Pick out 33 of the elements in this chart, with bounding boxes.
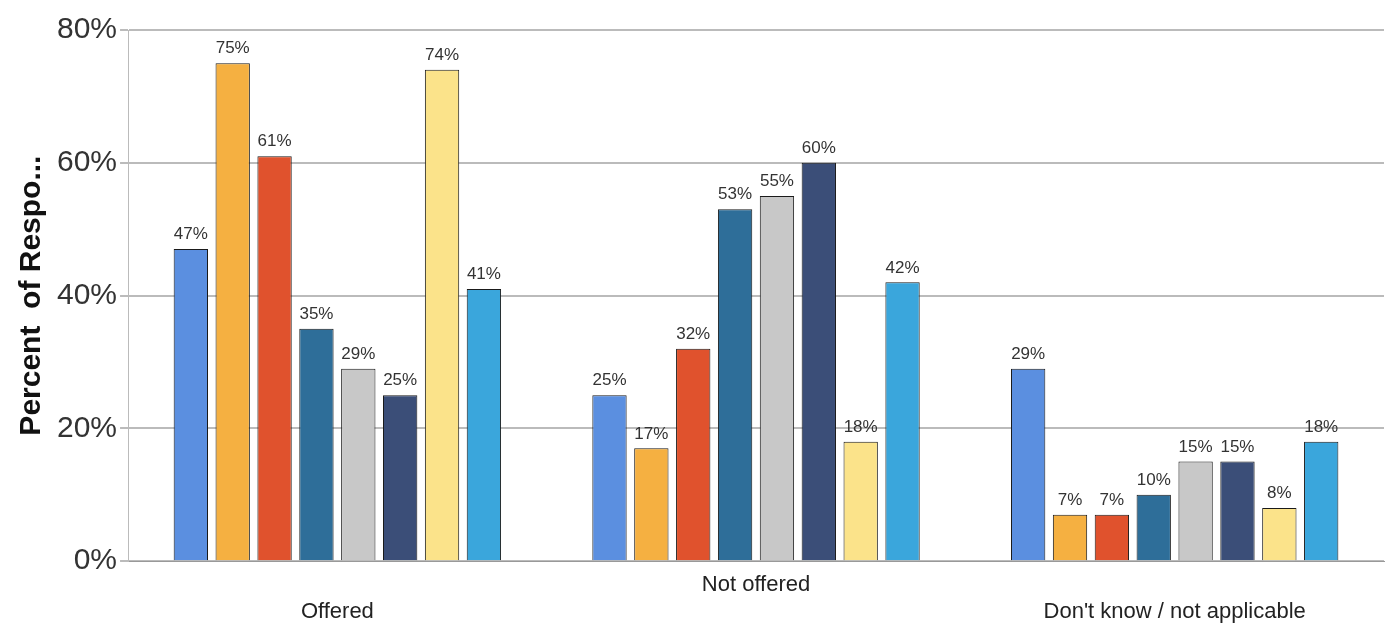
data-label: 7%: [1057, 489, 1083, 509]
data-label: 18%: [1304, 416, 1339, 436]
data-label: 74%: [425, 45, 460, 65]
y-tick-label: 20%: [57, 409, 118, 443]
data-label: 29%: [341, 343, 376, 363]
x-tick-label: Not offered: [701, 571, 811, 597]
data-label: 8%: [1267, 483, 1292, 503]
data-label: 35%: [299, 303, 334, 323]
y-axis-title: Percent of Respo...: [13, 155, 47, 436]
y-tick-label: 0%: [73, 542, 118, 576]
data-label: 60%: [801, 137, 836, 157]
data-label: 75%: [215, 38, 250, 58]
y-tick-label: 40%: [57, 276, 118, 310]
data-label: 53%: [718, 184, 753, 204]
data-label: 25%: [383, 370, 418, 390]
y-tick-label: 80%: [57, 11, 118, 45]
data-label: 15%: [1178, 436, 1213, 456]
data-label: 17%: [634, 423, 669, 443]
data-label: 25%: [592, 370, 627, 390]
data-label: 15%: [1220, 436, 1255, 456]
data-label: 42%: [885, 257, 920, 277]
data-label: 7%: [1099, 489, 1125, 509]
y-tick-label: 60%: [57, 144, 118, 178]
data-label: 55%: [759, 171, 794, 191]
data-label: 18%: [843, 416, 878, 436]
x-tick-label: Offered: [300, 597, 374, 623]
data-label: 41%: [466, 264, 501, 284]
x-tick-label: Don't know / not applicable: [1043, 597, 1306, 623]
data-label: 29%: [1011, 343, 1046, 363]
data-label: 61%: [257, 131, 292, 151]
data-label: 47%: [173, 224, 208, 244]
data-label: 32%: [676, 323, 711, 343]
data-label: 10%: [1136, 469, 1171, 489]
